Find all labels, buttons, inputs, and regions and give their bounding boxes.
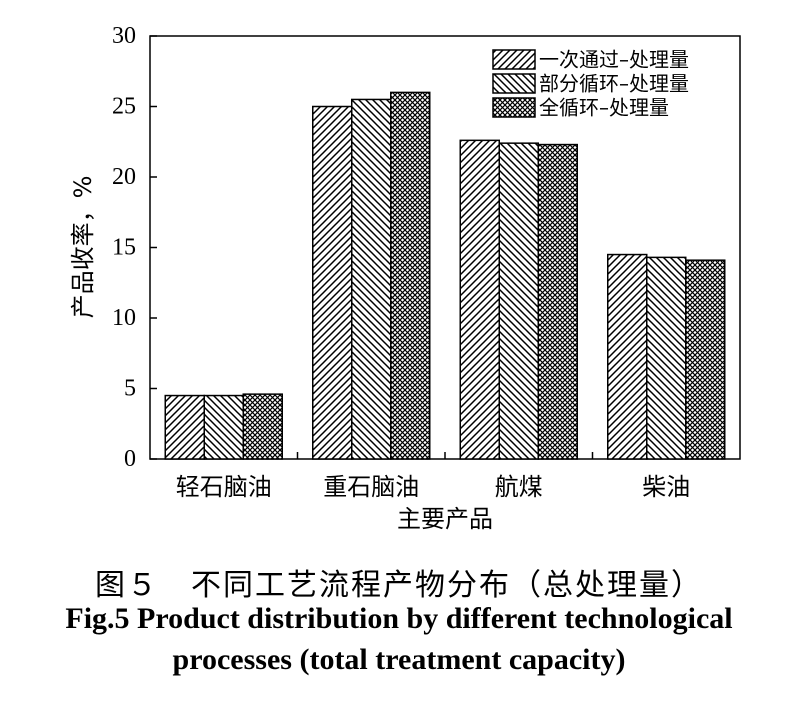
x-axis-label: 主要产品 <box>397 505 493 533</box>
legend-label: 一次通过–处理量 <box>539 48 689 72</box>
y-tick-label: 30 <box>112 23 136 49</box>
bar <box>164 394 205 460</box>
legend-swatch <box>492 49 536 70</box>
bar <box>646 256 687 460</box>
y-axis: 0 5 10 15 20 25 30 <box>112 23 157 472</box>
y-tick-label: 25 <box>112 94 136 120</box>
y-tick-label: 15 <box>112 235 136 261</box>
legend-swatch <box>492 73 536 94</box>
figure-caption-en-line2: processes (total treatment capacity) <box>172 643 626 676</box>
x-tick-label: 航煤 <box>495 473 543 501</box>
bar <box>607 253 648 460</box>
y-axis-label: 产品收率，% <box>69 176 97 319</box>
figure-caption-zh: 图５ 不同工艺流程产物分布（总处理量） <box>95 568 703 603</box>
bar <box>203 394 244 460</box>
legend-label: 全循环–处理量 <box>539 96 669 120</box>
figure-caption-en-line1: Fig.5 Product distribution by different … <box>65 602 733 635</box>
legend-label: 部分循环–处理量 <box>539 72 689 96</box>
y-tick-label: 5 <box>124 376 136 402</box>
bar <box>459 139 500 460</box>
bar-chart: 0 5 10 15 20 25 30 轻石脑油 重石脑油 航煤 柴油 一次通过–处理量部分循环–处… <box>69 23 741 533</box>
bar <box>498 142 539 460</box>
x-axis: 轻石脑油 重石脑油 航煤 柴油 <box>176 452 690 501</box>
bar <box>390 91 431 460</box>
bar <box>351 98 392 460</box>
bar <box>685 259 726 460</box>
x-tick-label: 柴油 <box>642 473 690 501</box>
y-tick-label: 0 <box>124 446 136 472</box>
bar <box>242 393 283 460</box>
bar <box>537 143 578 460</box>
x-tick-label: 轻石脑油 <box>176 473 272 501</box>
bars <box>164 91 726 460</box>
legend-swatch <box>492 97 536 118</box>
y-tick-label: 10 <box>112 305 136 331</box>
x-tick-label: 重石脑油 <box>323 473 419 501</box>
bar <box>312 105 353 460</box>
y-tick-label: 20 <box>112 164 136 190</box>
